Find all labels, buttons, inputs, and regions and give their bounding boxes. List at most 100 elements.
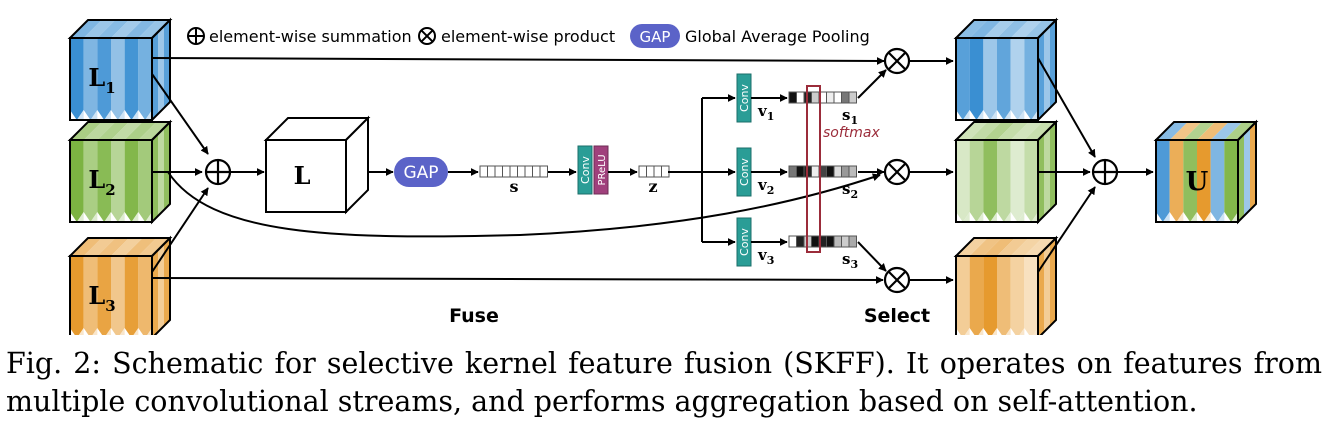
arrow-sel1-to-final-sum xyxy=(1037,57,1096,158)
product-nodes xyxy=(857,47,954,294)
sum-node-icon xyxy=(204,158,232,186)
legend-sum-text: element-wise summation xyxy=(209,27,412,46)
legend-product-text: element-wise product xyxy=(441,27,615,46)
output-cube-label: U xyxy=(1186,167,1209,197)
input-cube-l3-label: L3 xyxy=(88,281,115,315)
s-vector-cell xyxy=(517,165,526,178)
branch-splitter xyxy=(668,94,736,246)
arrow-l3-to-product3 xyxy=(151,275,884,284)
selected-cube-1 xyxy=(953,17,1059,123)
z-vector xyxy=(638,165,670,178)
branch-vector-cell xyxy=(841,91,850,104)
input-cube-l3: L3 xyxy=(67,235,173,335)
final-arrows xyxy=(1037,57,1154,273)
branch-s-label: s2 xyxy=(842,180,858,201)
select-branches: Conv v1 s1 Conv v2 s2 Conv v3 s3 xyxy=(736,73,858,271)
branch-vector-cell xyxy=(796,165,805,178)
input-cube-l2: L2 xyxy=(67,119,173,225)
z-vector-cell xyxy=(661,165,670,178)
z-vector-label: z xyxy=(648,177,657,196)
z-vector-cell xyxy=(646,165,655,178)
gap-block-label: GAP xyxy=(403,163,438,183)
branch-v-label: v2 xyxy=(757,176,774,197)
select-section-label: Select xyxy=(864,305,930,327)
branch-vector-cell xyxy=(826,91,835,104)
branch-vector-cell xyxy=(788,91,797,104)
branch-s-label: s1 xyxy=(842,106,858,127)
branch-vector-cell xyxy=(788,165,797,178)
figure-caption: Fig. 2: Schematic for selective kernel f… xyxy=(6,347,1322,418)
product-symbol-icon xyxy=(418,27,436,45)
branch-conv-label: Conv xyxy=(738,228,751,256)
fuse-conv-label: Conv xyxy=(579,156,592,184)
selected-cube-3 xyxy=(953,235,1059,335)
branch-v-label: v1 xyxy=(757,102,774,123)
s-vector-cell xyxy=(502,165,511,178)
s-vector xyxy=(479,165,548,178)
final-sum-node-icon xyxy=(1091,158,1119,186)
branch-v-label: v3 xyxy=(757,246,774,267)
legend-gap-text: Global Average Pooling xyxy=(685,27,870,46)
legend: element-wise summation element-wise prod… xyxy=(187,24,870,48)
selected-cubes xyxy=(953,17,1059,335)
product-node-icon xyxy=(883,266,954,294)
prelu-block xyxy=(593,145,609,195)
sum-symbol-icon xyxy=(187,27,205,45)
s-vector-cell xyxy=(487,165,496,178)
branch-vector-cell xyxy=(833,91,842,104)
product-node-icon xyxy=(883,47,954,75)
fused-cube-label: L xyxy=(294,161,311,190)
fused-cube: L xyxy=(263,115,371,215)
branch-vector-cell xyxy=(811,165,820,178)
branch-vector-cell xyxy=(826,165,835,178)
s-vector-cell xyxy=(524,165,533,178)
softmax-box xyxy=(806,85,821,253)
output-cube: U xyxy=(1153,119,1259,225)
z-vector-cell xyxy=(653,165,662,178)
branch-vector-cell xyxy=(848,165,857,178)
branch-vector-cell xyxy=(848,91,857,104)
s-vector-cell xyxy=(509,165,518,178)
arrow-l2-to-product2 xyxy=(167,171,881,238)
s-vector-cell xyxy=(539,165,548,178)
branch-vector-cell xyxy=(833,235,842,248)
legend-gap-badge xyxy=(630,24,680,48)
output-cube-u xyxy=(1153,119,1259,225)
weight-to-product-arrow xyxy=(857,241,887,272)
branch-vector-cell xyxy=(848,235,857,248)
skff-diagram: element-wise summation element-wise prod… xyxy=(67,17,1259,335)
branch-conv-label: Conv xyxy=(738,158,751,186)
branch-s-label: s3 xyxy=(842,250,858,271)
branch-vector-cell xyxy=(841,165,850,178)
prelu-label: PReLU xyxy=(597,154,608,185)
input-cubes: L1 L2 L3 xyxy=(67,17,173,335)
branch-vector-cell xyxy=(811,235,820,248)
s-vector-label: s xyxy=(509,177,518,196)
input-arrows xyxy=(151,56,885,284)
s-vector-cell xyxy=(494,165,503,178)
product-node-icon xyxy=(883,158,954,186)
branch-vector-cell xyxy=(788,235,797,248)
branch-conv-label: Conv xyxy=(738,84,751,112)
fuse-conv-block xyxy=(577,145,593,195)
input-cube-l2-label: L2 xyxy=(88,165,115,199)
s-vector-cell xyxy=(479,165,488,178)
input-cube-l1: L1 xyxy=(67,17,173,123)
fuse-section-label: Fuse xyxy=(449,305,499,327)
arrow-l1-to-product1 xyxy=(151,56,885,65)
branch-vector-cell xyxy=(841,235,850,248)
branch-vector-cell xyxy=(811,91,820,104)
arrow-sel3-to-final-sum xyxy=(1037,186,1096,273)
legend-gap-badge-text: GAP xyxy=(640,28,671,46)
s-vector-cell xyxy=(532,165,541,178)
z-vector-cell xyxy=(638,165,647,178)
branch-vector-cell xyxy=(796,91,805,104)
softmax-label: softmax xyxy=(823,125,880,141)
arrow-l1-to-sum xyxy=(151,73,209,155)
branch-vector-cell xyxy=(826,235,835,248)
gap-block xyxy=(394,157,448,187)
branch-vector-cell xyxy=(796,235,805,248)
input-cube-l1-label: L1 xyxy=(88,63,115,97)
weight-to-product-arrow xyxy=(857,69,887,99)
branch-vector-cell xyxy=(833,165,842,178)
